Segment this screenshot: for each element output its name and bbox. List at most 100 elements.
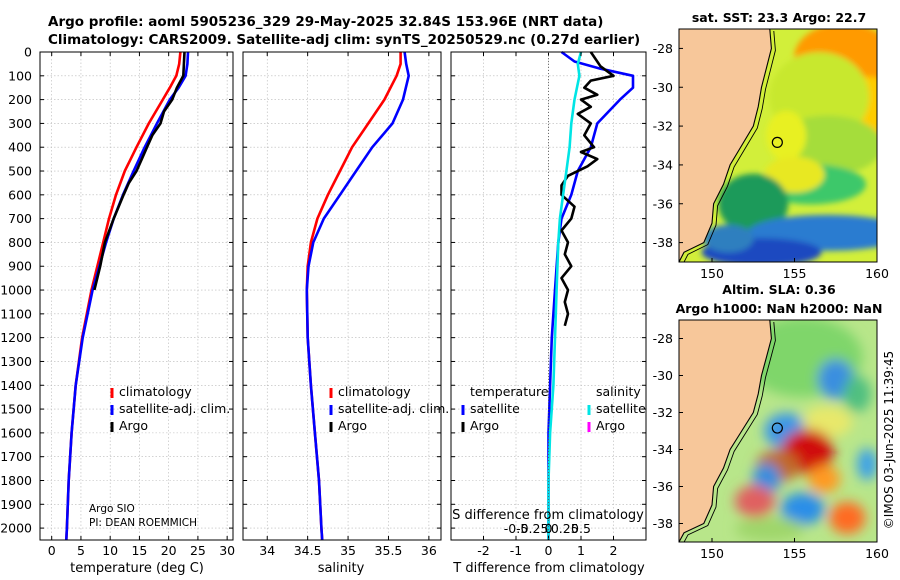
- map-y-tick-label: -38: [653, 516, 673, 531]
- map-x-tick-label: 160: [865, 266, 889, 281]
- pi-credit: PI: DEAN ROEMMICH: [89, 517, 197, 529]
- legend-label: Argo: [470, 418, 499, 433]
- map-y-tick-label: -36: [653, 196, 673, 211]
- map-content: [679, 29, 877, 262]
- series-line-argo: [93, 51, 186, 291]
- map-y-tick-label: -34: [653, 157, 673, 172]
- y-tick-label: 100: [8, 68, 32, 83]
- top-tick-label: 0.25: [551, 521, 579, 536]
- copyright-text: ©IMOS 03-Jun-2025 11:39:45: [882, 351, 896, 529]
- map-field-blob: [857, 448, 877, 481]
- map-field-blob: [780, 492, 825, 525]
- y-tick-label: 1100: [0, 306, 32, 321]
- y-tick-label: 1900: [0, 497, 32, 512]
- figure-title-line2: Climatology: CARS2009. Satellite-adj cli…: [48, 32, 641, 48]
- map-x-tick-label: 150: [700, 546, 724, 561]
- x-tick-label: 25: [190, 543, 206, 558]
- x-tick-label: 30: [219, 543, 235, 558]
- legend-label: climatology: [338, 384, 411, 399]
- salinity-xlabel: salinity: [318, 561, 365, 576]
- legend-label: Argo: [338, 418, 367, 433]
- argo-position-marker: [771, 136, 783, 148]
- x-tick-label: 1: [577, 543, 585, 558]
- map-field: [701, 29, 877, 262]
- coastline: [679, 320, 772, 542]
- legend-heading-temperature: temperature: [470, 384, 549, 399]
- map-x-tick-label: 160: [865, 546, 889, 561]
- sla-map-title-line1: Altim. SLA: 0.36: [722, 282, 836, 297]
- sla-map-panel: 150 155 160 -28 -30 -32 -34 -36 -38: [653, 319, 889, 561]
- land-mask: [679, 29, 772, 262]
- map-y-tick-label: -32: [653, 119, 673, 134]
- map-field-blob: [808, 465, 841, 494]
- series-line-temperature-argo: [560, 51, 615, 327]
- series-line-satellite-adj-clim-: [305, 51, 411, 541]
- x-tick-label: 35.5: [375, 543, 403, 558]
- top-tick-label: -0.25: [516, 521, 548, 536]
- s-difference-xlabel: S difference from climatology: [452, 508, 644, 523]
- map-field-blob: [829, 501, 866, 534]
- x-tick-label: 10: [102, 543, 118, 558]
- legend-label: Argo: [596, 418, 625, 433]
- shelf-contour: [683, 321, 776, 542]
- top-tick-label: 0.5: [571, 521, 591, 536]
- top-tick-label: 0: [545, 521, 553, 536]
- argo-credit: Argo SIO: [89, 503, 135, 515]
- x-tick-label: 0: [48, 543, 56, 558]
- y-tick-label: 400: [8, 140, 32, 155]
- map-x-tick-label: 155: [783, 266, 807, 281]
- map-y-tick-label: -36: [653, 479, 673, 494]
- map-frame: [678, 319, 878, 543]
- map-y-tick-label: -28: [653, 331, 673, 346]
- series-line-salinity-satellite: [547, 51, 583, 540]
- t-difference-xlabel: T difference from climatology: [452, 561, 645, 576]
- axes-frame: [242, 51, 442, 541]
- map-y-tick-label: -30: [653, 80, 673, 95]
- coastline: [679, 29, 772, 262]
- x-tick-label: 20: [161, 543, 177, 558]
- y-tick-label: 900: [8, 259, 32, 274]
- y-tick-label: 1000: [0, 283, 32, 298]
- series-line-temperature-satellite: [547, 50, 635, 540]
- y-tick-label: 1800: [0, 473, 32, 488]
- map-field-blob: [718, 173, 789, 234]
- y-tick-label: 700: [8, 211, 32, 226]
- y-tick-label: 1400: [0, 378, 32, 393]
- map-y-tick-label: -34: [653, 442, 673, 457]
- map-x-tick-label: 155: [783, 546, 807, 561]
- difference-panel: -2 -1 0 1 2-0.5-0.2500.250.5temperaturesatel…: [450, 50, 647, 558]
- x-tick-label: 35: [340, 543, 356, 558]
- map-frame: [678, 28, 878, 263]
- legend-label: satellite-adj. clim.: [119, 401, 230, 416]
- x-tick-label: 15: [131, 543, 147, 558]
- shelf-contour: [683, 30, 776, 262]
- map-field-blob: [843, 376, 872, 412]
- axes-frame: [39, 51, 234, 541]
- figure-title-line1: Argo profile: aoml 5905236_329 29-May-20…: [48, 14, 604, 30]
- y-tick-label: 800: [8, 235, 32, 250]
- legend-label: Argo: [119, 418, 148, 433]
- x-tick-label: 5: [77, 543, 85, 558]
- map-y-tick-label: -38: [653, 235, 673, 250]
- sst-map-panel: 150 155 160 -28 -30 -32 -34 -36 -38: [653, 28, 889, 281]
- map-field-blob: [764, 156, 825, 193]
- salinity-panel: 34 34.5 35 35.5 36 climatology satellite-adj. …: [242, 51, 449, 558]
- temperature-panel: 0 5 10 15 20 25 300100200300400500600700800900…: [0, 45, 235, 559]
- y-tick-label: 1700: [0, 449, 32, 464]
- argo-position-marker: [771, 422, 783, 434]
- y-tick-label: 0: [24, 45, 32, 60]
- sst-map-title: sat. SST: 23.3 Argo: 22.7: [692, 10, 866, 25]
- map-content: [679, 320, 877, 542]
- map-y-tick-label: -32: [653, 405, 673, 420]
- temperature-xlabel: temperature (deg C): [70, 561, 204, 576]
- map-y-tick-label: -30: [653, 368, 673, 383]
- series-line-satellite-adj-clim-: [65, 51, 190, 541]
- legend-heading-salinity: salinity: [596, 384, 641, 399]
- map-field-blob: [734, 485, 775, 518]
- y-tick-label: 500: [8, 164, 32, 179]
- y-tick-label: 300: [8, 116, 32, 131]
- sla-map-title-line2: Argo h1000: NaN h2000: NaN: [676, 301, 883, 316]
- y-tick-label: 1200: [0, 330, 32, 345]
- y-tick-label: 200: [8, 92, 32, 107]
- y-tick-label: 1500: [0, 402, 32, 417]
